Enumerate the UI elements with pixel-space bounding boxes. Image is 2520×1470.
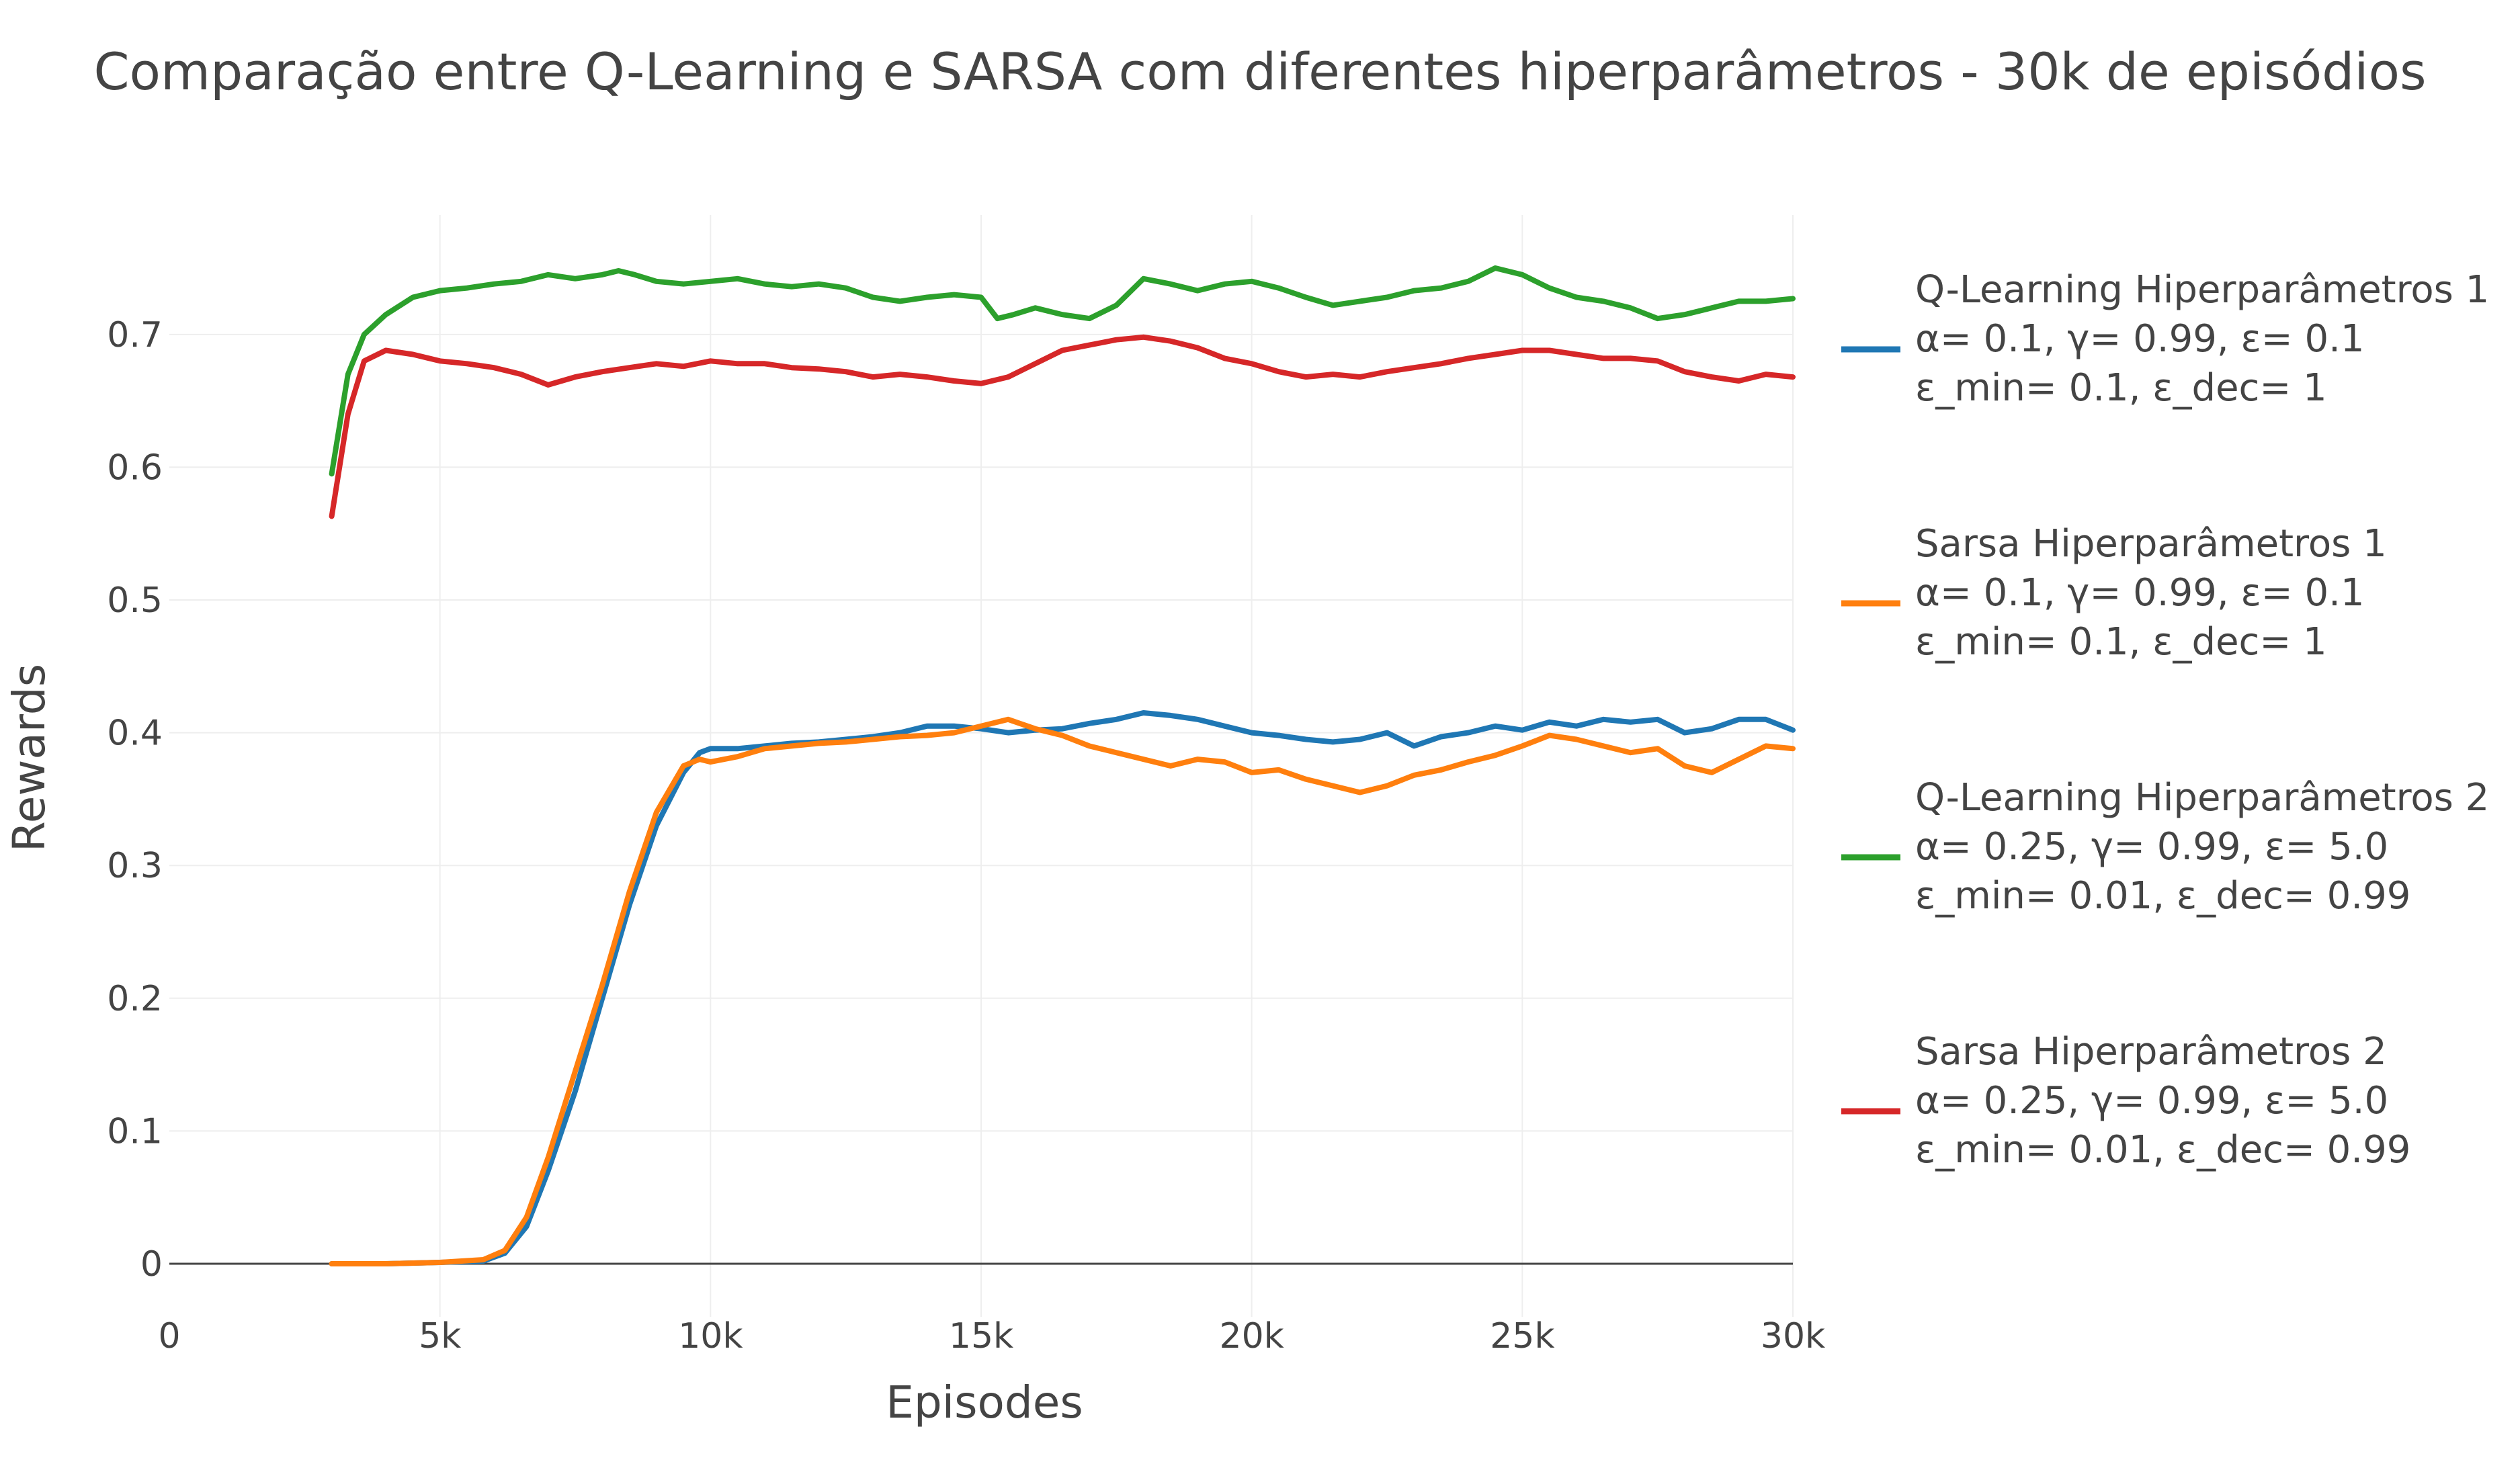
- x-axis-title: Episodes: [886, 1377, 1083, 1428]
- legend-label-line: ε_min= 0.1, ε_dec= 1: [1915, 620, 2327, 664]
- x-tick-label: 0: [158, 1316, 180, 1356]
- legend: Q-Learning Hiperparâmetros 1 α= 0.1, γ= 0…: [1841, 268, 2489, 1172]
- legend-label-line: α= 0.25, γ= 0.99, ε= 5.0: [1915, 825, 2388, 869]
- legend-item-3[interactable]: Q-Learning Hiperparâmetros 2 α= 0.25, γ= …: [1841, 776, 2489, 918]
- x-tick-label: 5k: [419, 1316, 461, 1356]
- legend-label-line: Sarsa Hiperparâmetros 1: [1915, 522, 2387, 566]
- series-line-4: [329, 334, 1796, 519]
- y-tick-label: 0.7: [107, 315, 163, 355]
- legend-label-line: α= 0.1, γ= 0.99, ε= 0.1: [1915, 317, 2365, 361]
- legend-label-line: ε_min= 0.1, ε_dec= 1: [1915, 366, 2327, 410]
- series-lines: [329, 265, 1796, 1266]
- legend-label-line: ε_min= 0.01, ε_dec= 0.99: [1915, 1128, 2410, 1172]
- legend-label-line: ε_min= 0.01, ε_dec= 0.99: [1915, 874, 2410, 918]
- series-line-2: [329, 716, 1796, 1266]
- x-tick-label: 20k: [1220, 1316, 1284, 1356]
- legend-label-line: α= 0.25, γ= 0.99, ε= 5.0: [1915, 1079, 2388, 1123]
- series-line-3: [329, 265, 1796, 477]
- y-axis-title: Rewards: [3, 664, 55, 852]
- y-axis-tick-labels: 0 0.1 0.2 0.3 0.4 0.5 0.6 0.7: [107, 315, 163, 1285]
- legend-label-line: Q-Learning Hiperparâmetros 2: [1915, 776, 2489, 820]
- legend-item-2[interactable]: Sarsa Hiperparâmetros 1 α= 0.1, γ= 0.99, …: [1841, 522, 2387, 664]
- y-tick-label: 0.6: [107, 447, 163, 488]
- legend-label-line: α= 0.1, γ= 0.99, ε= 0.1: [1915, 571, 2365, 615]
- y-tick-label: 0: [140, 1244, 163, 1285]
- y-tick-label: 0.4: [107, 714, 163, 754]
- x-tick-label: 30k: [1761, 1316, 1825, 1356]
- series-line-1: [329, 710, 1796, 1266]
- chart-title: Comparação entre Q-Learning e SARSA com …: [93, 42, 2426, 101]
- y-tick-label: 0.3: [107, 846, 163, 886]
- x-tick-label: 10k: [678, 1316, 743, 1356]
- y-tick-label: 0.2: [107, 979, 163, 1019]
- y-tick-label: 0.1: [107, 1111, 163, 1152]
- legend-label-line: Q-Learning Hiperparâmetros 1: [1915, 268, 2489, 312]
- legend-item-4[interactable]: Sarsa Hiperparâmetros 2 α= 0.25, γ= 0.99,…: [1841, 1030, 2410, 1172]
- legend-item-1[interactable]: Q-Learning Hiperparâmetros 1 α= 0.1, γ= 0…: [1841, 268, 2489, 410]
- x-axis-tick-labels: 0 5k 10k 15k 20k 25k 30k: [158, 1316, 1825, 1356]
- legend-label-line: Sarsa Hiperparâmetros 2: [1915, 1030, 2387, 1074]
- x-tick-label: 25k: [1490, 1316, 1554, 1356]
- x-gridlines: [439, 215, 1794, 1317]
- x-tick-label: 15k: [949, 1316, 1013, 1356]
- y-tick-label: 0.5: [107, 580, 163, 621]
